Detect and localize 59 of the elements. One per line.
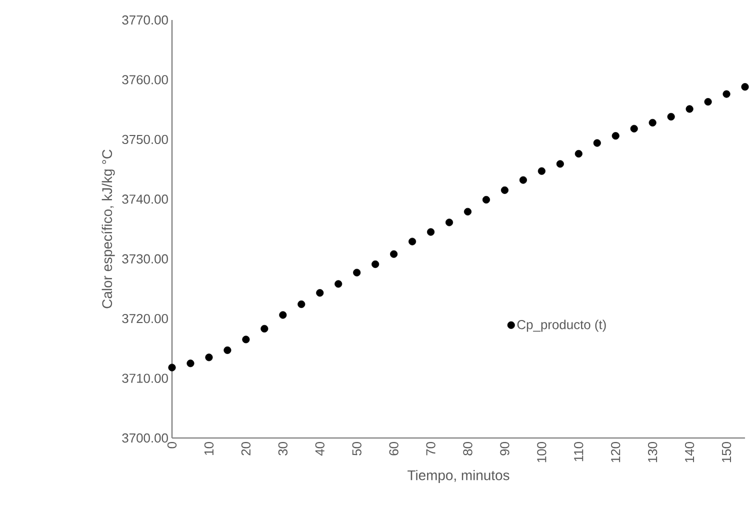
point bbox=[390, 250, 398, 258]
point bbox=[556, 160, 564, 168]
x-tick-label: 130 bbox=[648, 442, 658, 462]
point bbox=[722, 90, 730, 98]
y-tick-label: 3720.00 bbox=[122, 314, 168, 324]
point bbox=[500, 186, 508, 194]
point bbox=[224, 346, 232, 354]
point bbox=[298, 300, 306, 308]
point bbox=[205, 354, 213, 362]
point bbox=[445, 218, 454, 226]
point bbox=[686, 105, 694, 113]
point bbox=[426, 228, 435, 236]
x-tick-label: 100 bbox=[537, 442, 546, 462]
y-tick-label: 3700.00 bbox=[122, 433, 168, 443]
point bbox=[186, 360, 194, 368]
y-tick-label: 3760.00 bbox=[122, 75, 168, 84]
point bbox=[168, 364, 176, 372]
x-tick-label: 90 bbox=[500, 442, 510, 456]
point bbox=[408, 238, 416, 246]
x-tick-label: 150 bbox=[722, 442, 732, 462]
y-tick-label: 3710.00 bbox=[122, 374, 168, 383]
x-tick-label: 110 bbox=[574, 442, 584, 462]
y-tick-label: 3770.00 bbox=[122, 15, 168, 25]
point bbox=[574, 150, 582, 158]
x-tick-label: 0 bbox=[167, 442, 177, 448]
y-axis-title: Calor específico, kJ/kg °C bbox=[102, 150, 115, 308]
x-tick-label: 20 bbox=[241, 442, 251, 456]
point bbox=[464, 208, 472, 216]
point bbox=[704, 98, 712, 106]
point bbox=[260, 324, 268, 333]
point bbox=[630, 124, 638, 132]
x-tick-label: 120 bbox=[611, 442, 620, 462]
x-tick-label: 30 bbox=[278, 442, 288, 456]
legend-label: Cp_producto (t) bbox=[517, 320, 606, 332]
point bbox=[372, 260, 380, 268]
point bbox=[242, 336, 250, 344]
point bbox=[353, 268, 361, 276]
x-tick-label: 70 bbox=[426, 442, 436, 456]
y-tick-label: 3730.00 bbox=[122, 254, 168, 264]
point bbox=[279, 311, 287, 319]
y-tick-label: 3750.00 bbox=[122, 134, 168, 144]
x-axis-title: Tiempo, minutos bbox=[408, 470, 510, 483]
point bbox=[593, 139, 601, 147]
y-tick-label: 3740.00 bbox=[122, 194, 168, 204]
point bbox=[741, 83, 749, 91]
point bbox=[334, 280, 342, 288]
point bbox=[316, 289, 324, 297]
x-tick-label: 80 bbox=[463, 442, 472, 456]
x-tick-label: 140 bbox=[684, 442, 694, 462]
point bbox=[612, 132, 620, 140]
x-tick-label: 40 bbox=[315, 442, 324, 456]
x-tick-label: 50 bbox=[352, 442, 362, 456]
point bbox=[648, 118, 656, 126]
point bbox=[482, 196, 490, 204]
point bbox=[538, 167, 546, 175]
point bbox=[519, 176, 527, 184]
x-tick-label: 60 bbox=[389, 442, 398, 456]
x-tick-label: 10 bbox=[204, 442, 214, 455]
point bbox=[667, 112, 675, 121]
